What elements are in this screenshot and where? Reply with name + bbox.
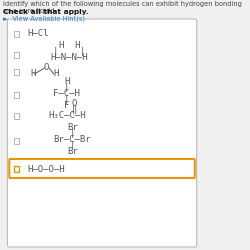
Bar	[14, 166, 19, 172]
Text: ►  View Available Hint(s): ► View Available Hint(s)	[3, 16, 85, 22]
FancyBboxPatch shape	[9, 159, 195, 178]
Text: O: O	[44, 62, 49, 72]
Text: H: H	[30, 70, 36, 78]
Text: H: H	[53, 70, 58, 78]
Bar	[14, 138, 19, 144]
Text: |: |	[64, 82, 70, 92]
Text: H—Cl: H—Cl	[28, 30, 49, 38]
Text: H  H: H H	[59, 40, 80, 50]
Text: |: |	[64, 94, 70, 104]
Text: H: H	[64, 76, 70, 86]
Bar	[14, 69, 19, 75]
Bar	[14, 52, 19, 58]
Bar	[14, 113, 19, 119]
Text: Identify which of the following molecules can exhibit hydrogen bonding as a pure: Identify which of the following molecule…	[3, 1, 242, 14]
Text: O: O	[72, 100, 77, 108]
Text: F: F	[64, 100, 70, 110]
Text: ‖: ‖	[72, 106, 77, 114]
Text: Br: Br	[67, 122, 78, 132]
Text: |: |	[70, 128, 75, 138]
Text: H—N—N—H: H—N—N—H	[51, 52, 88, 62]
Text: F—C—H: F—C—H	[53, 88, 80, 98]
Text: H—O—O—H: H—O—O—H	[28, 164, 66, 173]
FancyBboxPatch shape	[8, 19, 197, 247]
Text: Check all that apply.: Check all that apply.	[3, 9, 88, 15]
Text: |    |: | |	[54, 46, 86, 56]
Text: H₃C—C—H: H₃C—C—H	[48, 112, 86, 120]
Text: Br—C—Br: Br—C—Br	[54, 134, 91, 143]
Text: Br: Br	[67, 146, 78, 156]
Bar	[14, 92, 19, 98]
Text: |: |	[70, 140, 75, 149]
Bar	[14, 31, 19, 37]
